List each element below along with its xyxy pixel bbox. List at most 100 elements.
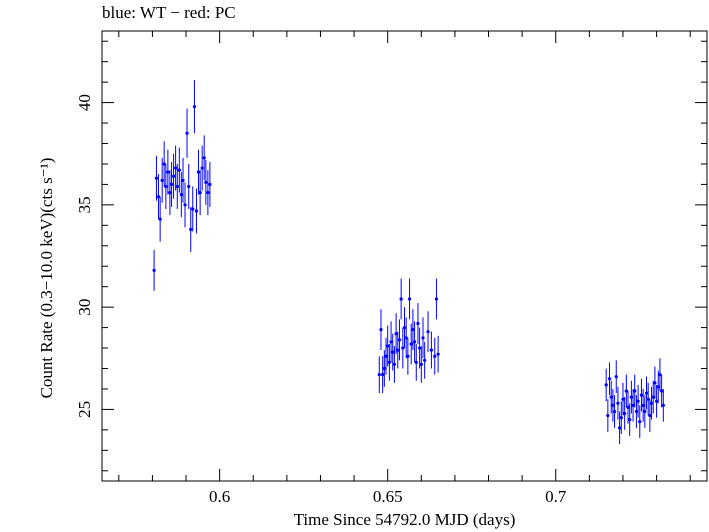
point-marker xyxy=(204,180,208,184)
data-point xyxy=(611,388,615,422)
data-point xyxy=(646,382,650,416)
data-point xyxy=(618,411,622,445)
point-marker xyxy=(409,342,413,346)
point-marker xyxy=(609,395,613,399)
data-point xyxy=(394,313,398,355)
data-point xyxy=(633,374,637,408)
point-marker xyxy=(619,415,623,420)
data-point xyxy=(179,172,183,218)
data-point xyxy=(156,174,161,220)
chart-title: blue: WT − red: PC xyxy=(102,3,236,22)
point-marker xyxy=(423,358,427,362)
data-point xyxy=(433,337,437,375)
data-point xyxy=(196,149,201,195)
data-point xyxy=(638,405,642,439)
point-marker xyxy=(658,373,662,377)
data-point xyxy=(194,188,199,234)
point-marker xyxy=(177,168,181,172)
data-point xyxy=(634,395,639,428)
data-point xyxy=(616,386,620,420)
point-marker xyxy=(160,178,164,182)
data-point xyxy=(653,366,657,400)
point-marker xyxy=(623,411,627,416)
point-marker xyxy=(158,217,162,221)
data-point xyxy=(414,343,418,381)
data-point xyxy=(189,206,193,252)
data-point xyxy=(407,278,412,320)
point-marker xyxy=(628,418,632,422)
point-marker xyxy=(208,182,212,187)
point-marker xyxy=(387,360,391,364)
point-marker xyxy=(168,190,172,195)
data-point xyxy=(166,149,170,195)
data-point xyxy=(621,382,625,416)
point-marker xyxy=(419,362,423,367)
point-marker xyxy=(396,348,400,352)
point-marker xyxy=(404,336,408,340)
point-marker xyxy=(654,399,659,403)
tick-labels: 0.6 0.65 0.7 25 30 35 40 xyxy=(75,94,567,506)
point-marker xyxy=(646,397,650,401)
data-point xyxy=(609,380,613,414)
data-point xyxy=(641,388,645,422)
data-point xyxy=(660,374,664,408)
y-tick-label: 25 xyxy=(75,401,94,418)
x-tick-label: 0.7 xyxy=(545,487,567,506)
data-point xyxy=(629,380,633,414)
point-marker xyxy=(651,395,655,399)
point-marker xyxy=(194,209,199,213)
data-point xyxy=(656,370,660,404)
point-marker xyxy=(185,131,189,135)
point-marker xyxy=(643,409,647,414)
data-point xyxy=(382,350,386,387)
data-point xyxy=(391,333,395,371)
data-point xyxy=(406,337,410,375)
data-point xyxy=(152,249,156,291)
point-marker xyxy=(206,190,210,195)
data-point xyxy=(158,196,162,242)
data-point xyxy=(419,346,423,383)
point-marker xyxy=(604,383,608,387)
point-marker xyxy=(614,375,618,379)
point-marker xyxy=(154,176,159,180)
x-tick-label: 0.6 xyxy=(209,487,230,506)
data-point xyxy=(387,343,391,381)
point-marker xyxy=(434,297,439,301)
data-point xyxy=(644,376,649,410)
data-point xyxy=(624,374,628,408)
data-point xyxy=(191,186,195,232)
point-marker xyxy=(633,389,637,393)
y-axis-label: Count Rate (0.3−10.0 keV)(cts s⁻¹) xyxy=(37,157,56,399)
point-marker xyxy=(611,403,615,407)
point-marker xyxy=(164,184,168,189)
point-marker xyxy=(653,381,657,385)
data-point xyxy=(614,360,618,394)
point-marker xyxy=(418,346,422,350)
data-point xyxy=(661,388,665,422)
data-point xyxy=(177,147,181,193)
point-marker xyxy=(391,350,395,354)
data-point xyxy=(434,278,439,320)
point-marker xyxy=(638,420,642,424)
data-point xyxy=(204,159,208,205)
data-point xyxy=(607,362,612,396)
point-marker xyxy=(629,395,633,399)
data-point xyxy=(411,309,415,351)
data-point xyxy=(409,323,413,365)
data-point xyxy=(164,163,168,209)
data-point xyxy=(401,327,405,369)
point-marker xyxy=(389,340,393,344)
point-marker xyxy=(402,325,407,330)
point-marker xyxy=(661,403,665,407)
data-point xyxy=(174,145,178,191)
data-point xyxy=(379,309,383,351)
data-point xyxy=(404,317,408,359)
data-point xyxy=(402,307,407,349)
point-marker xyxy=(607,377,612,381)
point-marker xyxy=(386,344,390,348)
point-marker xyxy=(401,346,405,350)
data-point xyxy=(412,321,417,363)
data-point xyxy=(171,153,176,199)
point-marker xyxy=(412,340,417,344)
